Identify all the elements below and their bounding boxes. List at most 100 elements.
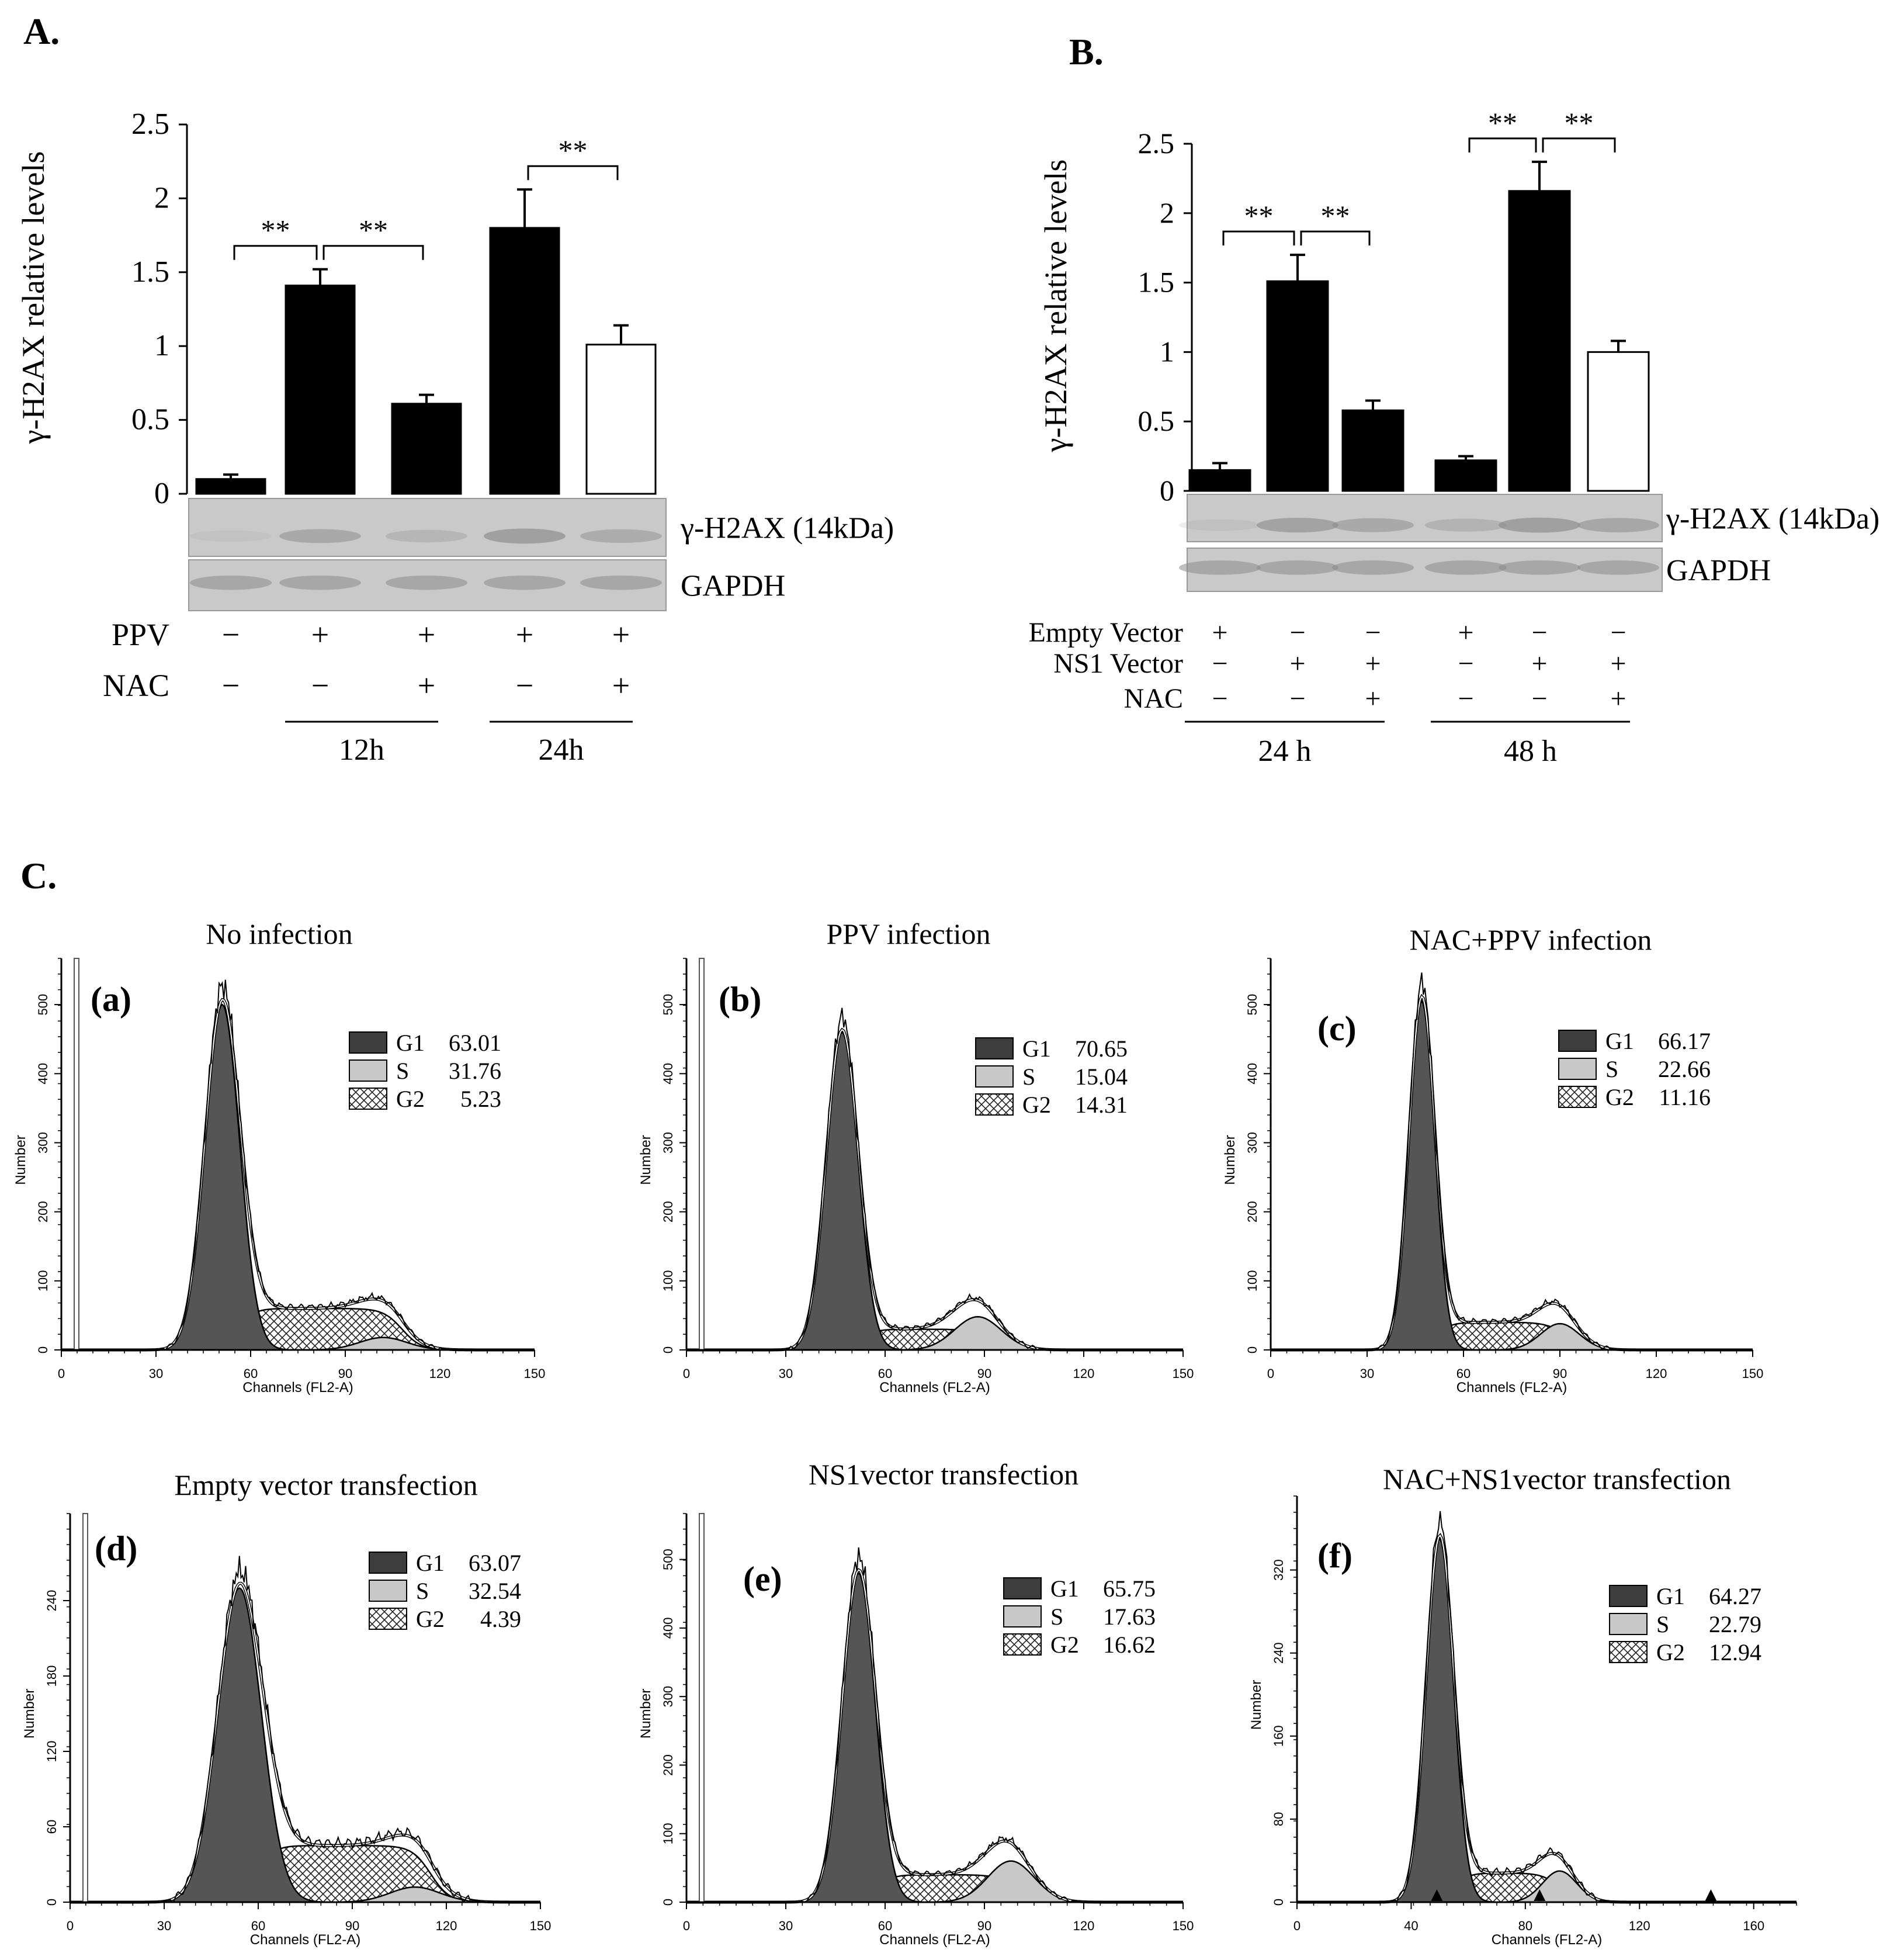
legend-swatch [1003, 1605, 1042, 1628]
condition-mark: + [1365, 648, 1381, 679]
y-tick-label: 300 [661, 1686, 675, 1708]
condition-mark: + [1610, 648, 1626, 679]
blot-band [1179, 560, 1261, 575]
s-phase-area [70, 1845, 540, 1903]
condition-mark: + [516, 617, 533, 652]
condition-mark: + [1610, 683, 1626, 714]
histogram-title: NAC+PPV infection [1410, 923, 1652, 956]
condition-mark: − [516, 668, 533, 703]
g2-phase-area [1297, 1870, 1797, 1903]
condition-mark: + [311, 617, 329, 652]
x-tick-label: 90 [977, 1919, 991, 1933]
panel-B: B. 0 0.5 1 1.5 2 2.5 γ-H2AX relative levels ** **… [1029, 31, 1880, 768]
histogram-sub-label: (f) [1317, 1536, 1352, 1575]
significance-label: ** [1321, 199, 1350, 232]
legend-swatch [1003, 1633, 1042, 1656]
blot-band [190, 530, 272, 542]
blot-band [1577, 518, 1659, 532]
blot-strip [188, 498, 667, 557]
histogram-title: NAC+NS1vector transfection [1383, 1463, 1731, 1495]
x-tick-label: 0 [67, 1919, 74, 1933]
legend-value: 32.54 [469, 1578, 521, 1604]
peak-marker [1431, 1889, 1443, 1901]
legend-phase: G1 [1605, 1028, 1634, 1054]
x-tick-label: 0 [683, 1366, 690, 1381]
legend-value: 63.01 [449, 1030, 501, 1056]
y-tick-label: 100 [1245, 1270, 1260, 1291]
histogram-sub-label: (c) [1317, 1009, 1357, 1048]
legend-value: 17.63 [1103, 1604, 1156, 1630]
x-tick-label: 30 [779, 1366, 793, 1381]
legend-swatch [1003, 1577, 1042, 1599]
histogram-b: PPV infection (b) 0 30 60 90 120 150 0 100 200 300 4… [638, 917, 1194, 1396]
x-tick-label: 0 [683, 1919, 690, 1933]
significance-label: ** [1565, 106, 1594, 139]
legend-phase: G2 [1605, 1084, 1634, 1110]
blot-band [386, 575, 467, 590]
y-tick-label: 200 [36, 1201, 50, 1223]
histogram-title: Empty vector transfection [174, 1469, 477, 1501]
y-tick-label: 100 [661, 1823, 675, 1844]
legend-value: 14.31 [1075, 1092, 1128, 1118]
y-tick-label: 2.5 [1138, 127, 1175, 160]
x-tick-label: 80 [1518, 1919, 1532, 1933]
blot-band [1499, 560, 1580, 575]
blot-band [1179, 519, 1261, 531]
legend-phase: G1 [1050, 1575, 1079, 1602]
condition-mark: − [222, 617, 240, 652]
condition-mark: + [1531, 648, 1547, 679]
y-tick-label: 0 [1271, 1899, 1286, 1906]
condition-label: NAC [103, 668, 169, 703]
legend-value: 16.62 [1103, 1632, 1156, 1658]
x-tick-label: 150 [1742, 1366, 1764, 1381]
significance-bracket [1300, 230, 1371, 246]
condition-mark: + [612, 617, 630, 652]
y-tick-label: 1.5 [131, 255, 169, 289]
gate-marker [699, 1513, 705, 1903]
histogram-d: Empty vector transfection (d) 0 30 60 90 120 15… [22, 1469, 551, 1948]
legend-value: 70.65 [1075, 1036, 1128, 1062]
y-tick-label: 2 [1160, 196, 1174, 229]
y-axis-label: Number [1222, 1135, 1238, 1185]
legend-phase: S [1656, 1611, 1669, 1637]
y-tick-label: 500 [661, 1549, 675, 1570]
condition-mark: − [1610, 617, 1626, 648]
significance-bracket [527, 165, 619, 181]
bar [285, 285, 356, 495]
legend-phase: S [1022, 1064, 1035, 1090]
legend-swatch [1609, 1585, 1648, 1607]
blot-strip [1187, 494, 1663, 542]
legend-phase: G2 [396, 1086, 425, 1112]
x-tick-label: 120 [429, 1366, 451, 1381]
x-tick-label: 60 [1456, 1366, 1471, 1381]
y-axis-label: Number [13, 1135, 29, 1185]
y-tick-label: 100 [36, 1270, 50, 1291]
x-axis-label: Channels (FL2-A) [250, 1932, 360, 1948]
blot-band [279, 575, 361, 590]
y-tick-label: 200 [661, 1754, 675, 1776]
x-tick-label: 90 [1553, 1366, 1567, 1381]
y-axis-label: γ-H2AX relative levels [1038, 160, 1073, 453]
condition-mark: + [612, 668, 630, 703]
y-tick-label: 0 [154, 477, 169, 510]
legend-swatch [1609, 1641, 1648, 1663]
y-axis-label: Number [22, 1689, 37, 1739]
bar [585, 344, 657, 495]
x-tick-label: 90 [338, 1366, 352, 1381]
significance-bracket [1222, 230, 1295, 246]
y-tick-label: 500 [1245, 994, 1260, 1016]
legend-swatch [1609, 1613, 1648, 1635]
panel-label: C. [20, 855, 57, 896]
legend-phase: G1 [1022, 1036, 1051, 1062]
condition-mark: − [222, 668, 240, 703]
significance-label: ** [1244, 199, 1274, 232]
x-axis-label: Channels (FL2-A) [242, 1380, 353, 1396]
s-phase-area [1271, 1321, 1753, 1351]
x-tick-label: 60 [244, 1366, 258, 1381]
y-tick-label: 1.5 [1138, 266, 1175, 299]
legend-value: 5.23 [460, 1086, 501, 1112]
significance-bracket [233, 245, 318, 260]
y-axis-label: Number [1248, 1680, 1264, 1730]
legend-value: 12.94 [1709, 1639, 1761, 1665]
legend-phase: G1 [1656, 1583, 1685, 1609]
